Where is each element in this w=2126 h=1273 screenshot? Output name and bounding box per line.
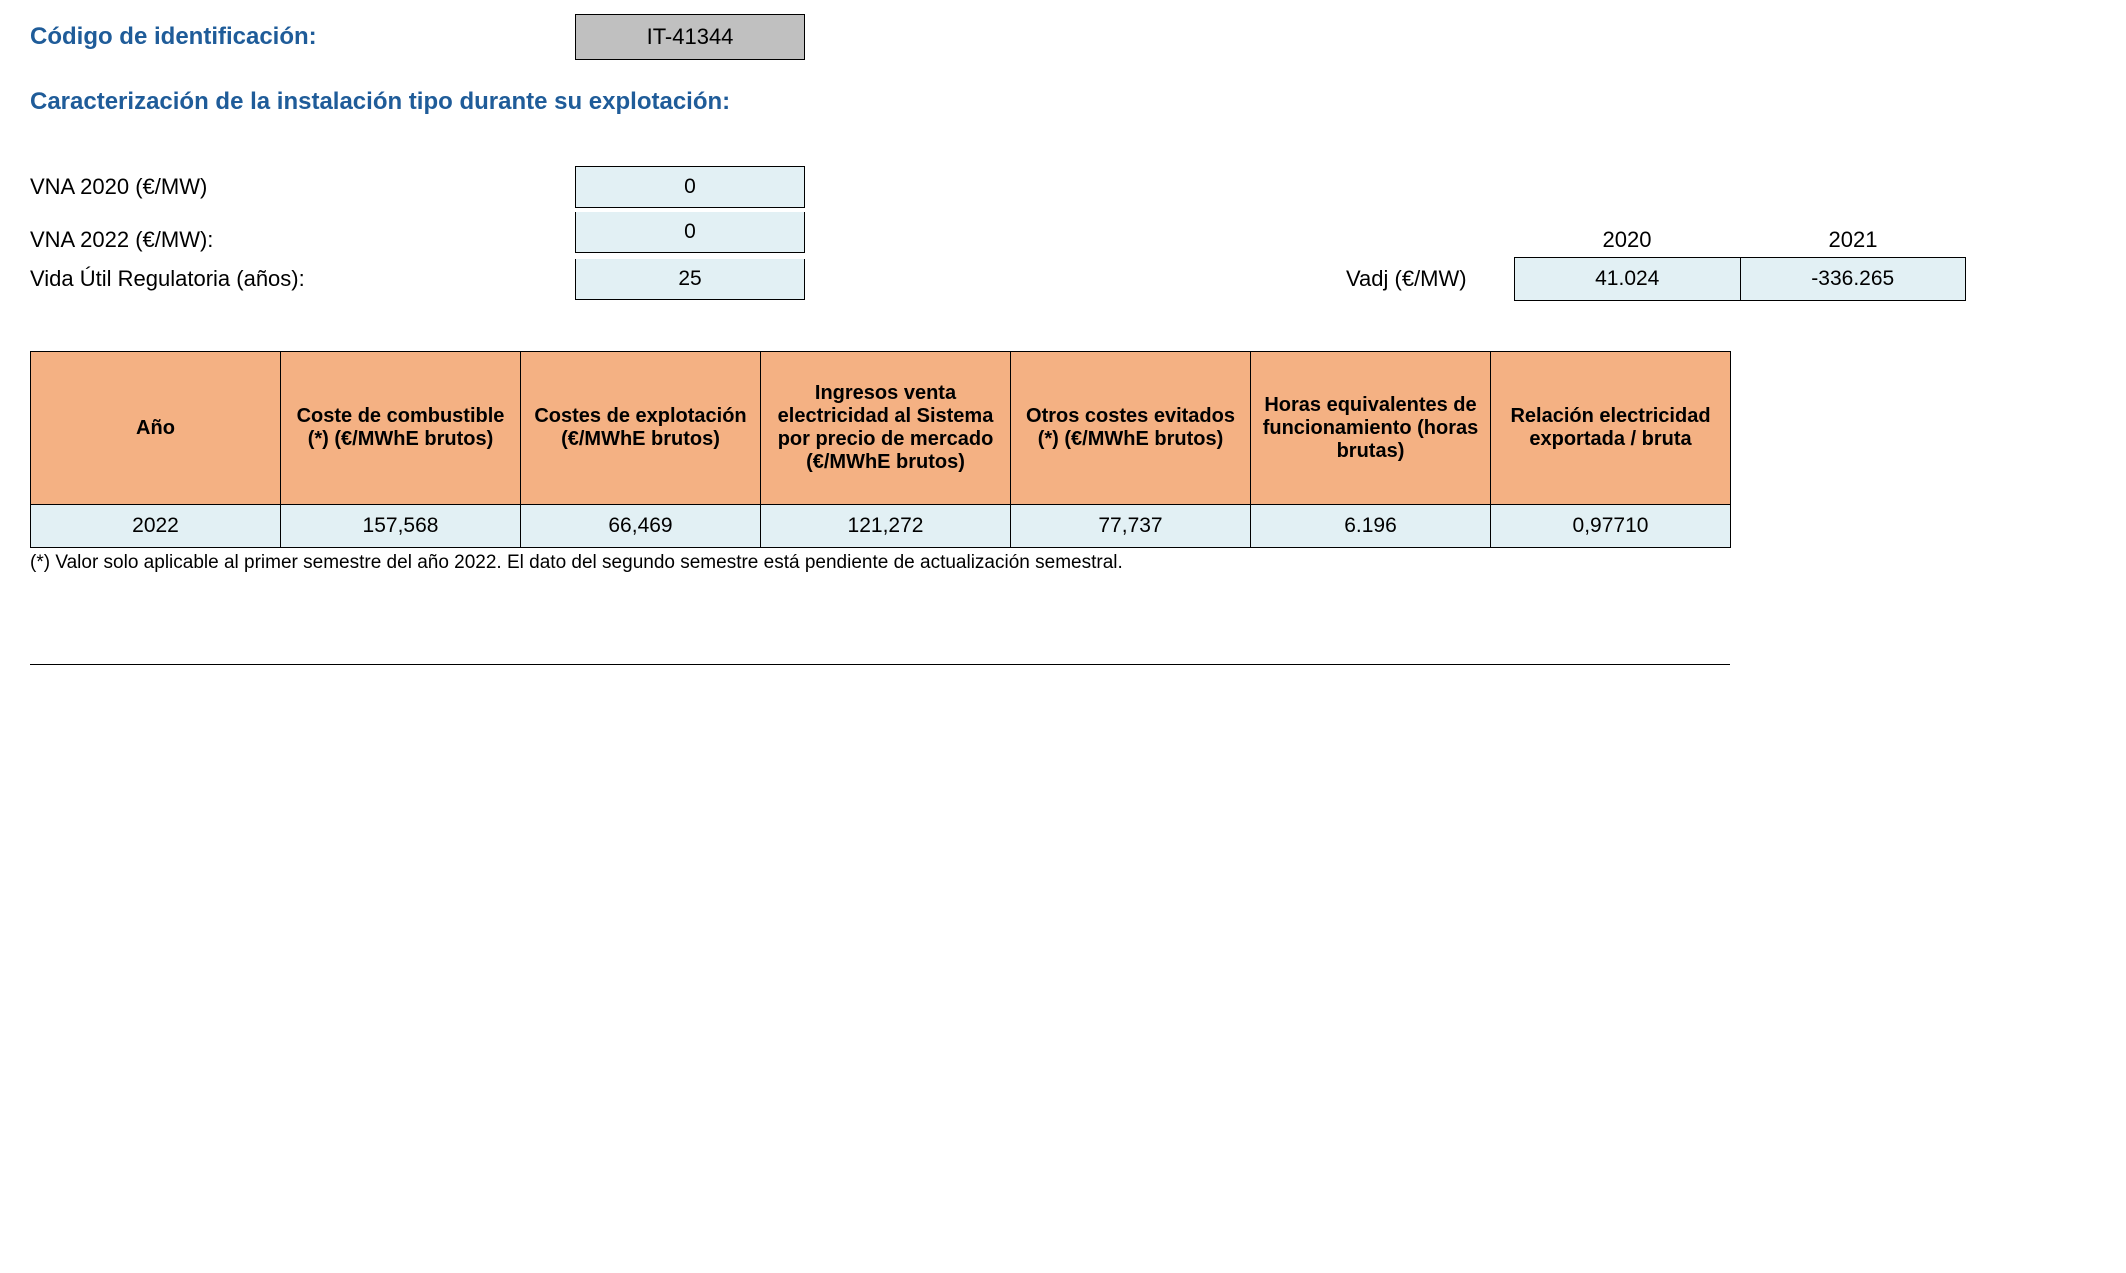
- table-header-cell: Horas equivalentes de funcionamiento (ho…: [1251, 352, 1491, 505]
- table-header-row: AñoCoste de combustible (*) (€/MWhE brut…: [31, 352, 1731, 505]
- separator-line: [30, 664, 1730, 665]
- table-header-cell: Ingresos venta electricidad al Sistema p…: [761, 352, 1011, 505]
- vadj-value-1: 41.024: [1514, 257, 1741, 301]
- vna2020-value: 0: [575, 166, 805, 208]
- vadj-value-row: Vadj (€/MW) 41.024 -336.265: [1346, 257, 1966, 301]
- id-value-box: IT-41344: [575, 14, 805, 60]
- table-header-cell: Coste de combustible (*) (€/MWhE brutos): [281, 352, 521, 505]
- footnote: (*) Valor solo aplicable al primer semes…: [30, 552, 2096, 574]
- params-block: VNA 2020 (€/MW) 0 VNA 2022 (€/MW): 0 202…: [30, 166, 2096, 301]
- vida-row: Vida Útil Regulatoria (años): 25 Vadj (€…: [30, 257, 2096, 301]
- id-label: Código de identificación:: [30, 23, 575, 51]
- vida-value: 25: [575, 259, 805, 300]
- table-cell: 0,97710: [1491, 505, 1731, 548]
- vna2020-row: VNA 2020 (€/MW) 0: [30, 166, 2096, 208]
- table-header-cell: Relación electricidad exportada / bruta: [1491, 352, 1731, 505]
- table-header-cell: Año: [31, 352, 281, 505]
- section-title: Caracterización de la instalación tipo d…: [30, 88, 2096, 116]
- table-row: 2022157,56866,469121,27277,7376.1960,977…: [31, 505, 1731, 548]
- table-cell: 157,568: [281, 505, 521, 548]
- vadj-year-1: 2020: [1514, 227, 1740, 253]
- id-row: Código de identificación: IT-41344: [30, 14, 2096, 60]
- table-cell: 121,272: [761, 505, 1011, 548]
- table-cell: 2022: [31, 505, 281, 548]
- vna2020-label: VNA 2020 (€/MW): [30, 174, 575, 200]
- vadj-header-row: 2020 2021: [1346, 227, 1966, 253]
- table-cell: 66,469: [521, 505, 761, 548]
- table-cell: 6.196: [1251, 505, 1491, 548]
- vida-label: Vida Útil Regulatoria (años):: [30, 266, 575, 292]
- table-header-cell: Costes de explotación (€/MWhE brutos): [521, 352, 761, 505]
- table-cell: 77,737: [1011, 505, 1251, 548]
- vna2022-label: VNA 2022 (€/MW):: [30, 227, 575, 253]
- vadj-label: Vadj (€/MW): [1346, 266, 1514, 292]
- main-table: AñoCoste de combustible (*) (€/MWhE brut…: [30, 351, 1731, 548]
- vna2022-row: VNA 2022 (€/MW): 0 2020 2021: [30, 212, 2096, 253]
- table-header-cell: Otros costes evitados (*) (€/MWhE brutos…: [1011, 352, 1251, 505]
- vadj-year-2: 2021: [1740, 227, 1966, 253]
- vna2022-value: 0: [575, 212, 805, 253]
- vadj-value-2: -336.265: [1741, 257, 1967, 301]
